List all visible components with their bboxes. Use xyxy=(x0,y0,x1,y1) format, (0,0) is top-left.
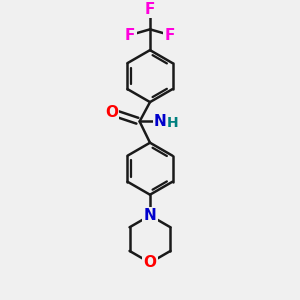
Text: H: H xyxy=(167,116,178,130)
Text: F: F xyxy=(145,2,155,17)
Text: F: F xyxy=(125,28,135,43)
Text: O: O xyxy=(143,255,157,270)
Text: N: N xyxy=(144,208,156,223)
Text: F: F xyxy=(165,28,175,43)
Text: N: N xyxy=(154,114,167,129)
Text: O: O xyxy=(105,104,118,119)
